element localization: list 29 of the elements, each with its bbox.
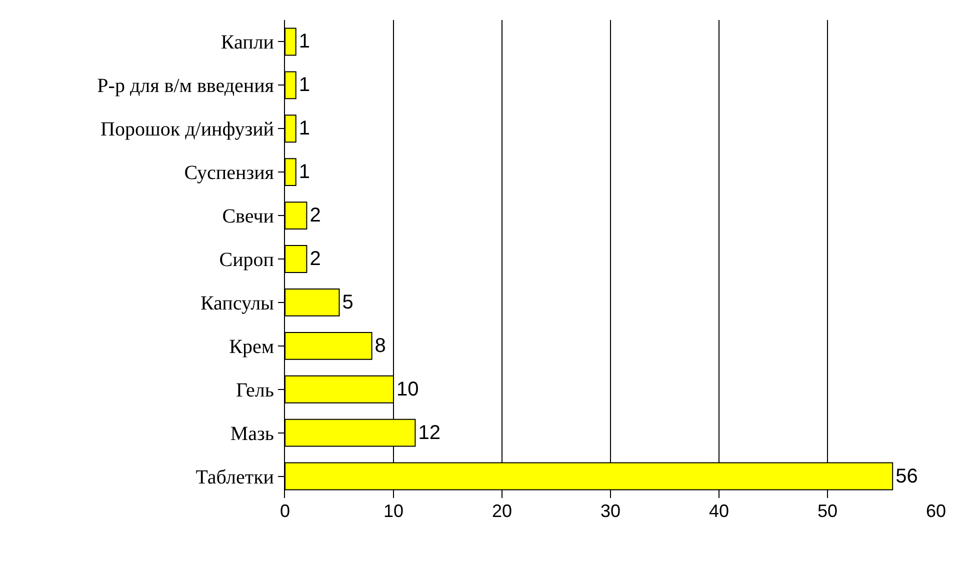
data-label: 5 — [342, 291, 354, 314]
x-tick-label: 0 — [280, 501, 290, 521]
x-tick-label: 50 — [817, 501, 838, 521]
y-tick-label: Свечи — [222, 206, 274, 228]
x-tick-label: 30 — [600, 501, 621, 521]
y-tick-label: Мазь — [230, 422, 274, 445]
x-tick-label: 20 — [492, 501, 512, 521]
data-label: 1 — [298, 30, 310, 53]
y-tick-label: Порошок д/инфузий — [100, 118, 274, 141]
y-tick-label: Таблетки — [196, 466, 274, 488]
y-tick-label: Капли — [220, 32, 274, 54]
x-tick-label: 40 — [708, 501, 730, 521]
y-tick-label: Гель — [236, 379, 274, 402]
y-tick-label: Суспензия — [184, 162, 274, 184]
y-tick-label: Крем — [229, 336, 274, 358]
y-tick-label: Сироп — [219, 249, 274, 271]
data-label: 1 — [298, 161, 310, 184]
data-label: 2 — [310, 248, 321, 270]
x-tick-label: 60 — [926, 501, 946, 521]
data-label: 2 — [310, 204, 321, 227]
data-label: 1 — [298, 118, 310, 140]
data-label: 10 — [396, 378, 419, 400]
x-tick-label: 10 — [383, 501, 404, 521]
data-label: 8 — [374, 334, 386, 357]
y-tick-label: Р-р для в/м введения — [97, 75, 274, 98]
y-tick-label: Капсулы — [200, 292, 274, 314]
data-label: 1 — [298, 74, 310, 96]
data-label: 56 — [896, 465, 918, 488]
data-label: 12 — [418, 422, 440, 444]
